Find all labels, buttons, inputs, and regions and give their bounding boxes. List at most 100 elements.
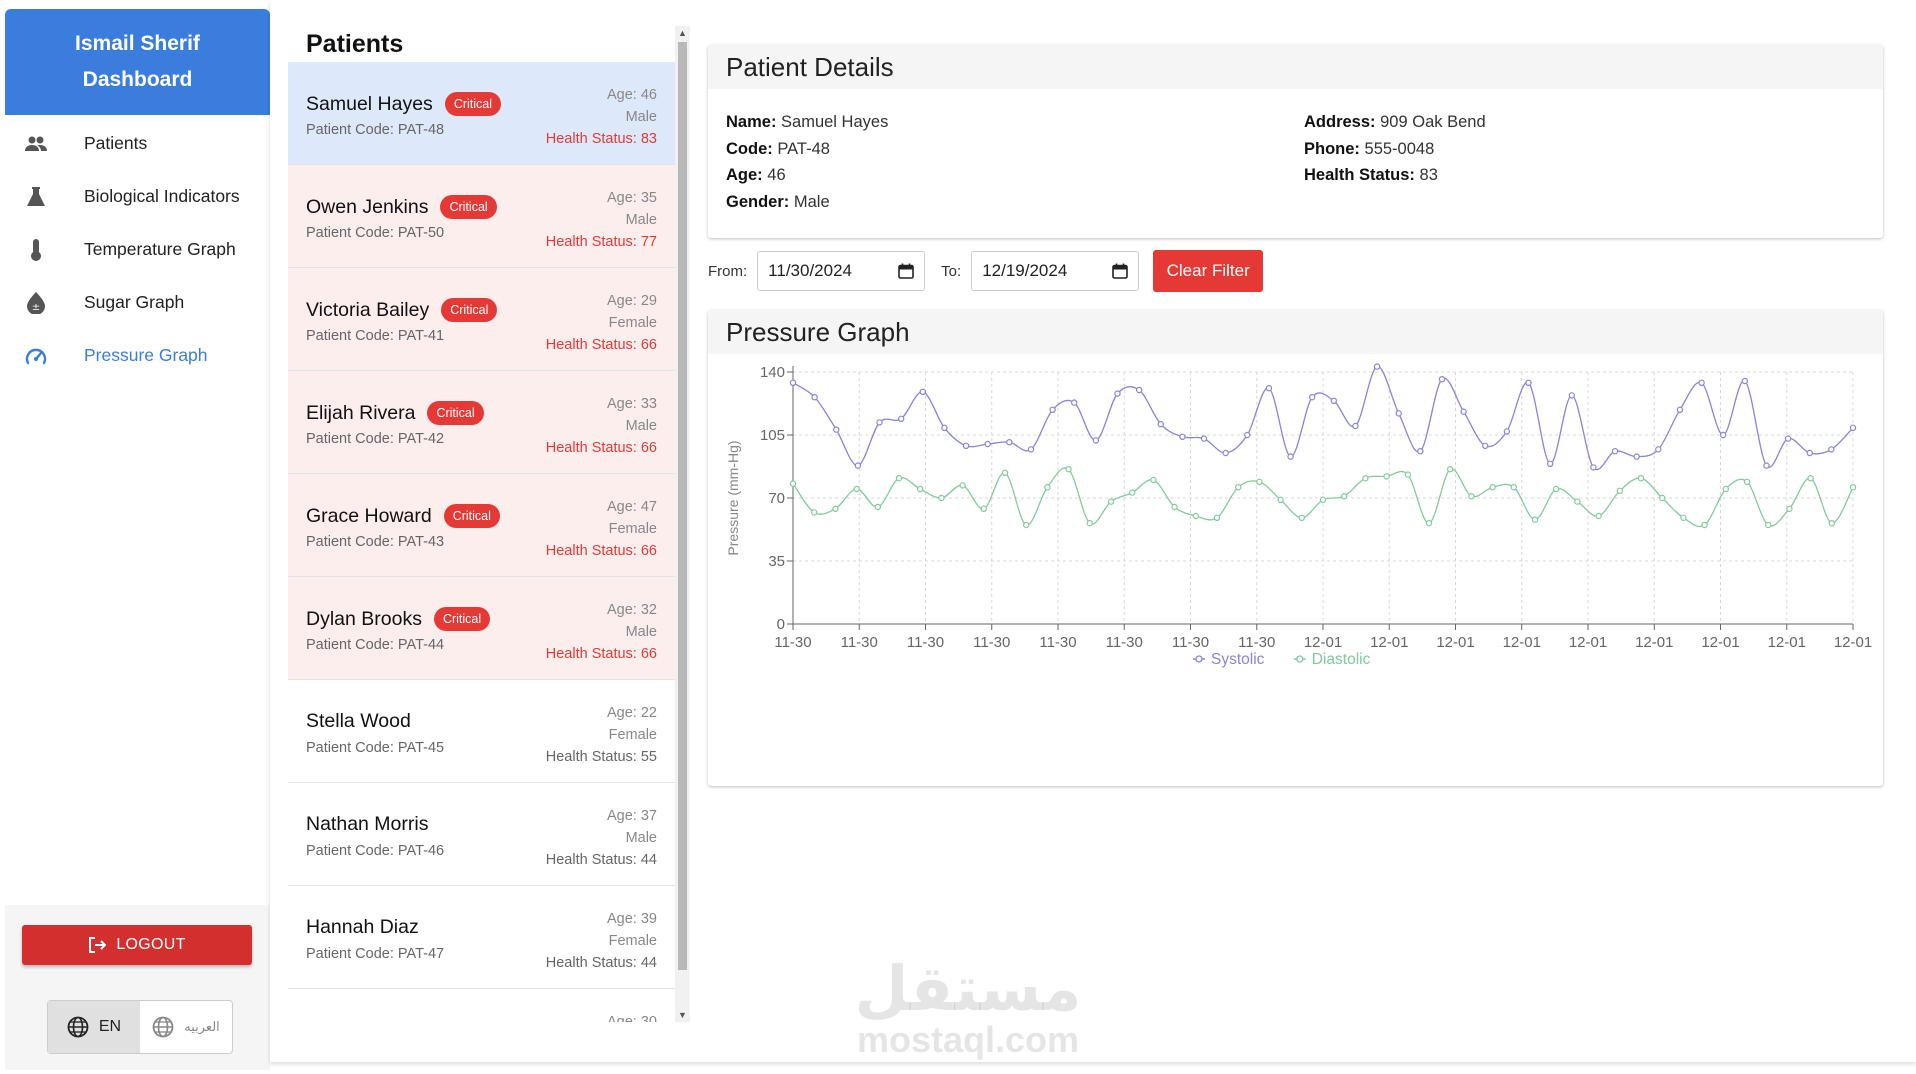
patient-meta: Age: 22 Female Health Status: 55 <box>546 702 657 768</box>
watermark-text: mostaql.com <box>856 1019 1080 1060</box>
patient-health-status: Health Status: 66 <box>546 334 657 356</box>
x-tick-label: 12-01 <box>1370 634 1408 651</box>
brand-header: Ismail Sherif Dashboard <box>5 9 270 115</box>
sidebar-item-patients[interactable]: Patients <box>5 117 270 170</box>
calendar-icon[interactable] <box>898 263 914 279</box>
data-point-diastolic <box>916 485 924 493</box>
sidebar-item-label: Temperature Graph <box>84 239 236 259</box>
patient-gender: Male <box>625 109 657 125</box>
data-point-systolic <box>1655 446 1662 453</box>
patient-card[interactable]: Hannah Diaz Patient Code: PAT-47 Age: 39 Fe… <box>288 886 675 989</box>
patient-code: Patient Code: PAT-42 <box>306 431 444 447</box>
sidebar-item-pressure-graph[interactable]: Pressure Graph <box>5 329 270 382</box>
patient-code-value: PAT-43 <box>397 534 445 550</box>
patient-code-label: Patient Code: <box>306 637 398 653</box>
sidebar-item-label: Sugar Graph <box>84 292 185 312</box>
detail-health-label: Health Status: <box>1304 166 1415 184</box>
patient-age: Age: 35 <box>546 187 657 209</box>
sidebar-item-sugar-graph[interactable]: ± Sugar Graph <box>5 276 270 329</box>
gauge-icon <box>22 342 50 370</box>
logout-label: LOGOUT <box>116 936 186 953</box>
patient-age-label: Age: <box>607 808 641 824</box>
patient-card[interactable]: Victoria Bailey Critical Patient Code: PAT… <box>288 268 675 371</box>
patient-code: Patient Code: PAT-43 <box>306 534 444 550</box>
detail-phone: Phone: 555-0048 <box>1304 136 1486 163</box>
patient-card[interactable]: Elijah Rivera Critical Patient Code: PAT-4… <box>288 371 675 474</box>
patient-age-label: Age: <box>607 705 641 721</box>
patient-health-value: 55 <box>640 749 657 765</box>
patient-code: Patient Code: PAT-45 <box>306 740 444 756</box>
data-point-diastolic <box>1743 478 1751 486</box>
pressure-graph-card: Pressure Graph 0 35 70 105 140 11-30 11-30 11-3… <box>708 310 1883 786</box>
patient-card[interactable]: Stella Wood Patient Code: PAT-45 Age: 22 Fe… <box>288 680 675 783</box>
patient-meta: Age: 47 Female Health Status: 66 <box>546 496 657 562</box>
patient-list[interactable]: Samuel Hayes Critical Patient Code: PAT-48… <box>288 62 675 1022</box>
data-point-diastolic <box>1574 498 1581 505</box>
lang-ar-button[interactable]: العربيه <box>140 1001 232 1053</box>
data-point-systolic <box>833 426 840 433</box>
sidebar-item-temperature-graph[interactable]: Temperature Graph <box>5 223 270 276</box>
patient-name-text: Stella Wood <box>306 710 411 732</box>
data-point-diastolic <box>1235 483 1242 491</box>
patient-card[interactable]: Grace Howard Critical Patient Code: PAT-43… <box>288 474 675 577</box>
patient-name: Victoria Bailey Critical <box>306 298 498 322</box>
data-point-systolic <box>1503 428 1511 435</box>
legend-label-systolic: Systolic <box>1211 651 1265 668</box>
patient-card[interactable]: Nathan Morris Patient Code: PAT-46 Age: 37… <box>288 783 675 886</box>
patient-card[interactable]: Age: 30 <box>288 989 675 1022</box>
to-date-input[interactable]: 12/19/2024 <box>971 251 1140 291</box>
patient-card[interactable]: Dylan Brooks Critical Patient Code: PAT-44… <box>288 577 675 680</box>
patient-code: Patient Code: PAT-50 <box>306 225 444 241</box>
data-point-systolic <box>1546 460 1554 468</box>
from-date-input[interactable]: 11/30/2024 <box>757 251 926 291</box>
patient-card[interactable]: Owen Jenkins Critical Patient Code: PAT-50… <box>288 165 675 268</box>
patient-meta: Age: 37 Male Health Status: 44 <box>546 805 657 871</box>
sidebar-item-label: Biological Indicators <box>84 186 240 206</box>
scroll-down-icon[interactable]: ▼ <box>678 1010 687 1020</box>
patient-name: Dylan Brooks Critical <box>306 607 491 631</box>
sidebar-item-biological-indicators[interactable]: Biological Indicators <box>5 170 270 223</box>
data-point-systolic <box>1460 408 1467 415</box>
x-tick-label: 12-01 <box>1768 634 1806 651</box>
data-point-systolic <box>897 415 905 423</box>
patient-meta: Age: 35 Male Health Status: 77 <box>546 187 657 253</box>
data-point-systolic <box>1114 390 1121 397</box>
x-tick-label: 11-30 <box>973 634 1010 651</box>
logout-button[interactable]: LOGOUT <box>22 925 252 965</box>
lang-en-button[interactable]: EN <box>48 1001 140 1053</box>
patient-name: Samuel Hayes Critical <box>306 92 502 116</box>
patient-name-text: Nathan Morris <box>306 813 429 835</box>
data-point-systolic <box>1438 376 1446 383</box>
patient-health-value: 66 <box>640 337 657 353</box>
date-filter: From: 11/30/2024 To: 12/19/2024 Clear Fi… <box>708 250 1264 292</box>
detail-name-value: Samuel Hayes <box>781 113 889 131</box>
x-tick-label: 12-01 <box>1503 634 1541 651</box>
scroll-up-icon[interactable]: ▲ <box>678 28 687 38</box>
data-point-diastolic <box>1341 492 1348 500</box>
data-point-diastolic <box>1065 465 1072 473</box>
patient-name-text: Grace Howard <box>306 505 432 527</box>
data-point-systolic <box>962 442 970 450</box>
pressure-chart: 0 35 70 105 140 11-30 11-30 11-30 11-30 11-30 11-3… <box>725 363 1872 668</box>
legend-marker <box>1195 655 1203 663</box>
sidebar-item-label: Pressure Graph <box>84 345 208 365</box>
patient-name-text: Elijah Rivera <box>306 402 416 424</box>
detail-gender-value: Male <box>793 192 830 211</box>
patient-health-value: 66 <box>640 646 657 662</box>
data-point-systolic <box>1720 431 1727 439</box>
y-tick-label: 35 <box>768 553 785 570</box>
data-point-systolic <box>1828 446 1835 453</box>
patient-code-value: PAT-46 <box>397 843 445 859</box>
patient-code-value: PAT-48 <box>397 122 445 138</box>
calendar-icon[interactable] <box>1112 263 1128 279</box>
patient-list-scrollbar[interactable]: ▲ ▼ <box>675 26 690 1022</box>
clear-filter-button[interactable]: Clear Filter <box>1153 250 1264 292</box>
watermark-arabic: مستقل <box>854 955 1082 1024</box>
patient-gender: Female <box>608 933 657 949</box>
patient-card[interactable]: Samuel Hayes Critical Patient Code: PAT-48… <box>288 62 675 165</box>
globe-icon <box>67 1016 89 1038</box>
patient-age: Age: 30 <box>607 1011 657 1022</box>
scrollbar-thumb[interactable] <box>678 42 687 970</box>
data-point-diastolic <box>1107 498 1115 505</box>
data-point-systolic <box>1049 406 1056 414</box>
